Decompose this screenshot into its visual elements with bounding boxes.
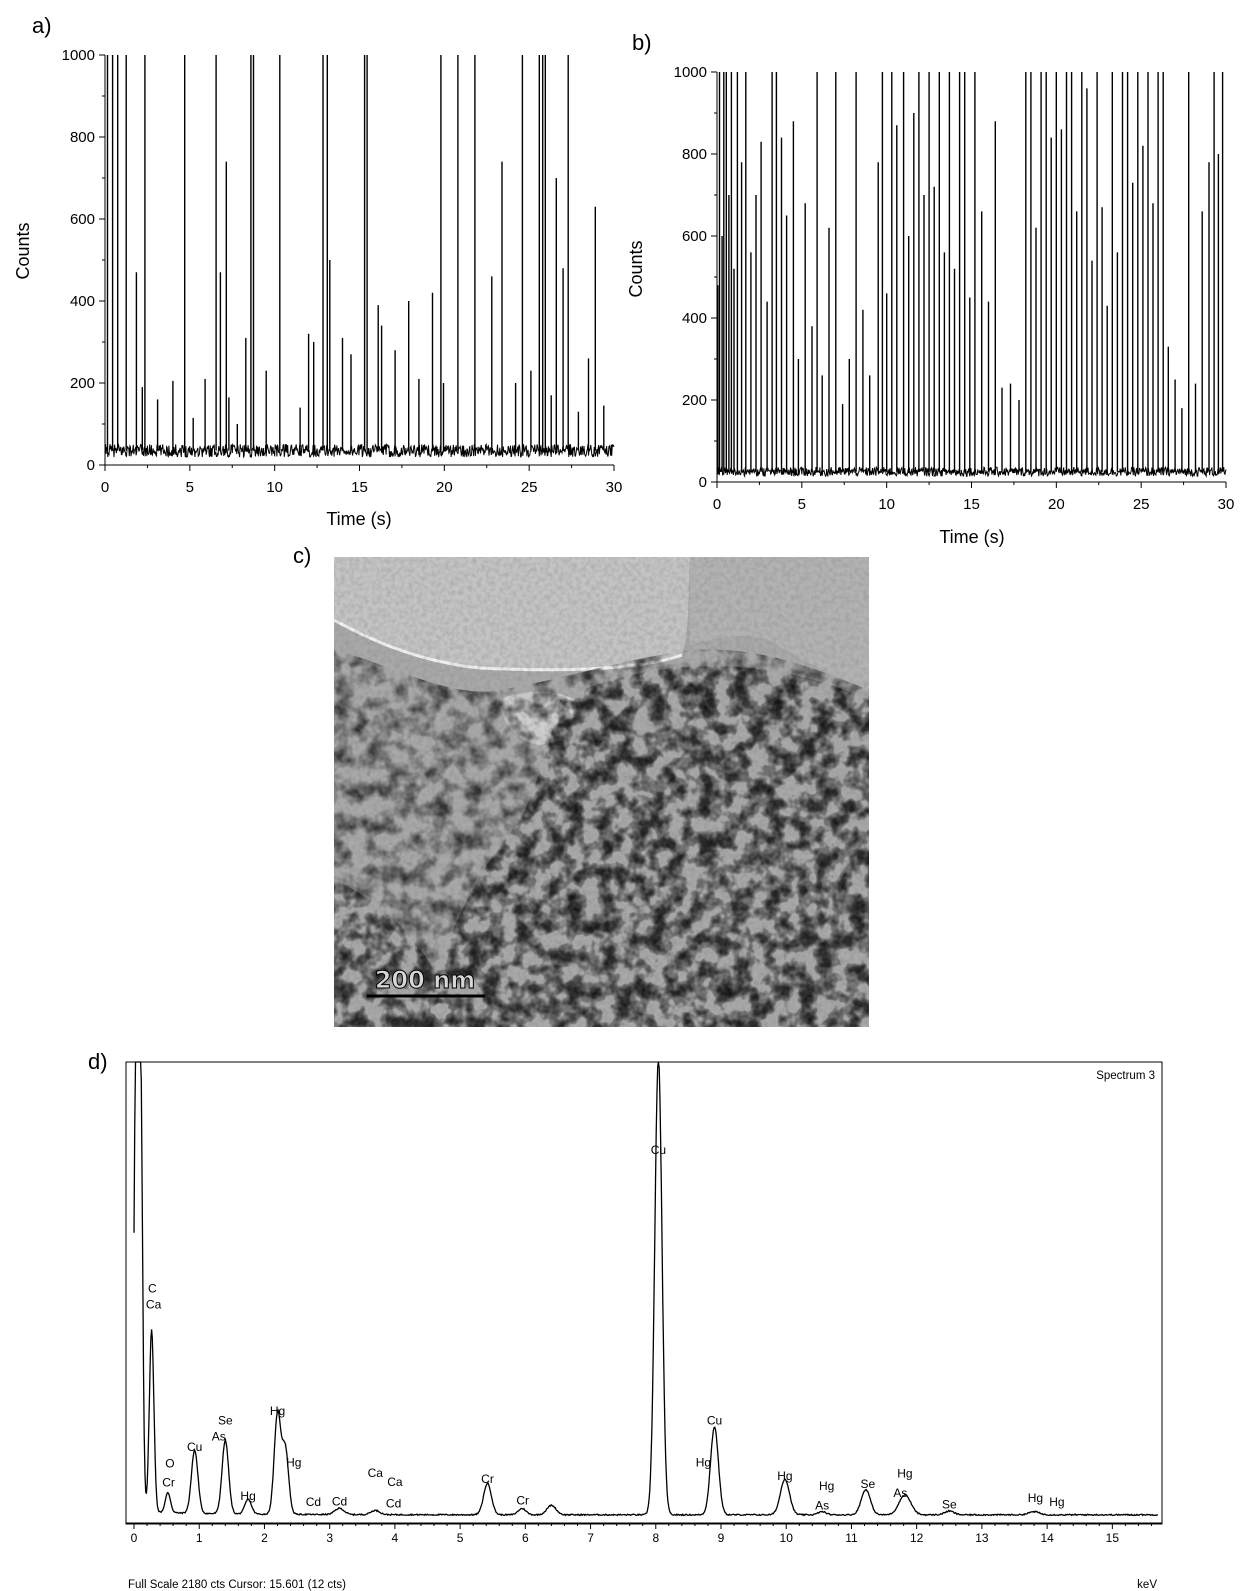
eds-peak-label: Cr [481, 1472, 494, 1486]
eds-peak-label: Hg [777, 1469, 792, 1483]
scale-bar-label: 200 nm [375, 966, 476, 994]
eds-x-tick-label: 2 [261, 1531, 268, 1545]
x-tick-label: 20 [436, 479, 453, 496]
panel-b-plot-area: 0 5 10 15 20 25 30 0 200 400 600 800 1000 [674, 64, 1235, 513]
panel-b-letter: b) [632, 30, 652, 55]
eds-peak-label: Cu [187, 1440, 202, 1454]
eds-peak-label: Se [942, 1498, 957, 1512]
y-tick-label: 800 [682, 146, 707, 163]
eds-peak-label: Hg [819, 1479, 834, 1493]
eds-peak-label: Hg [1028, 1491, 1043, 1505]
eds-peak-label: As [212, 1429, 226, 1443]
eds-x-tick-label: 9 [718, 1531, 725, 1545]
eds-x-tick-label: 8 [652, 1531, 659, 1545]
eds-status-text: Full Scale 2180 cts Cursor: 15.601 (12 c… [128, 1579, 346, 1591]
panel-a-plot-area: 0 5 10 15 20 25 30 0 200 400 600 800 1000 [62, 47, 623, 496]
panel-b-time-trace: 0 5 10 15 20 25 30 0 200 400 600 800 1000 Time (s) C… [626, 64, 1234, 547]
eds-x-tick-label: 11 [845, 1531, 858, 1545]
x-tick-label: 30 [1218, 496, 1235, 513]
eds-x-tick-label: 10 [780, 1531, 794, 1545]
panel-a-letter: a) [32, 13, 52, 38]
eds-x-tick-label: 6 [522, 1531, 529, 1545]
eds-unit-label: keV [1137, 1579, 1157, 1591]
x-tick-label: 10 [266, 479, 283, 496]
eds-peak-label: Cr [162, 1476, 175, 1490]
eds-peak-label: Ca [387, 1475, 403, 1489]
eds-peak-label: As [815, 1499, 829, 1513]
tem-grain [334, 557, 869, 1027]
eds-peak-label: Hg [270, 1404, 285, 1418]
eds-x-tick-label: 4 [392, 1531, 399, 1545]
x-tick-label: 25 [1133, 496, 1150, 513]
eds-peak-label: As [893, 1486, 907, 1500]
y-tick-label: 600 [682, 228, 707, 245]
y-tick-label: 800 [70, 129, 95, 146]
eds-spectrum-label: Spectrum 3 [1096, 1070, 1155, 1082]
eds-peak-label: Hg [286, 1456, 301, 1470]
eds-peak-label: Hg [240, 1489, 255, 1503]
eds-x-tick-label: 7 [587, 1531, 594, 1545]
eds-x-tick-label: 12 [910, 1531, 924, 1545]
y-tick-label: 1000 [62, 47, 95, 64]
panel-a-y-axis-label: Counts [13, 222, 33, 279]
eds-x-tick-label: 3 [326, 1531, 333, 1545]
y-tick-label: 400 [70, 293, 95, 310]
x-tick-label: 20 [1048, 496, 1065, 513]
eds-peak-label: Cu [651, 1143, 666, 1157]
y-tick-label: 200 [682, 392, 707, 409]
x-tick-label: 25 [521, 479, 538, 496]
y-tick-label: 200 [70, 375, 95, 392]
eds-x-tick-label: 15 [1106, 1531, 1120, 1545]
eds-peak-label: Cd [386, 1497, 401, 1511]
x-tick-label: 0 [101, 479, 109, 496]
eds-peak-label: O [165, 1457, 174, 1471]
eds-x-tick-label: 0 [131, 1531, 138, 1545]
x-tick-label: 0 [713, 496, 721, 513]
panel-b-y-axis-label: Counts [626, 240, 646, 297]
eds-peak-label: C [148, 1282, 157, 1296]
eds-peak-label: Hg [897, 1467, 912, 1481]
y-tick-label: 0 [87, 457, 95, 474]
x-tick-label: 15 [963, 496, 980, 513]
eds-peak-label: Cd [306, 1495, 321, 1509]
baseline-noise-series [104, 442, 615, 459]
x-tick-label: 30 [606, 479, 623, 496]
panel-d-letter: d) [88, 1049, 108, 1074]
y-tick-label: 600 [70, 211, 95, 228]
panel-a-time-trace: 0 5 10 15 20 25 30 0 200 400 600 800 1000 Time (s) C… [13, 47, 622, 529]
panel-a-x-axis-label: Time (s) [326, 509, 391, 529]
x-tick-label: 10 [878, 496, 895, 513]
eds-frame [125, 1061, 1163, 1525]
eds-x-tick-label: 5 [457, 1531, 464, 1545]
y-tick-label: 400 [682, 310, 707, 327]
eds-peak-label: Cr [516, 1494, 529, 1508]
eds-peak-label: Se [860, 1477, 875, 1491]
x-tick-label: 5 [798, 496, 806, 513]
eds-peak-label: Se [218, 1414, 233, 1428]
eds-peak-label: Hg [1049, 1495, 1064, 1509]
x-tick-label: 5 [186, 479, 194, 496]
eds-peak-label: Cd [332, 1494, 347, 1508]
panel-d-eds-spectrum: 0 1 2 3 4 5 6 7 8 9 10 11 12 13 14 15CCaOCrCuAsSeHgHgHg… [125, 1061, 1163, 1591]
eds-x-tick-label: 13 [975, 1531, 989, 1545]
eds-peak-label: Cu [707, 1414, 722, 1428]
eds-peak-label: Ca [146, 1297, 162, 1311]
y-tick-label: 0 [699, 474, 707, 491]
eds-plot-area: 0 1 2 3 4 5 6 7 8 9 10 11 12 13 14 15CCaOCrCuAsSeHgHgHg… [126, 1061, 1162, 1545]
panel-b-x-axis-label: Time (s) [939, 527, 1004, 547]
eds-peak-label: Hg [696, 1456, 711, 1470]
baseline-noise-series [716, 465, 1227, 479]
y-tick-label: 1000 [674, 64, 707, 81]
panel-c-letter: c) [293, 543, 311, 568]
eds-spectrum-line [133, 1061, 1159, 1517]
x-tick-label: 15 [351, 479, 368, 496]
panel-c-tem-image: 200 nm [334, 557, 869, 1027]
eds-x-tick-label: 1 [196, 1531, 203, 1545]
eds-x-tick-label: 14 [1040, 1531, 1054, 1545]
eds-peak-label: Ca [368, 1466, 384, 1480]
